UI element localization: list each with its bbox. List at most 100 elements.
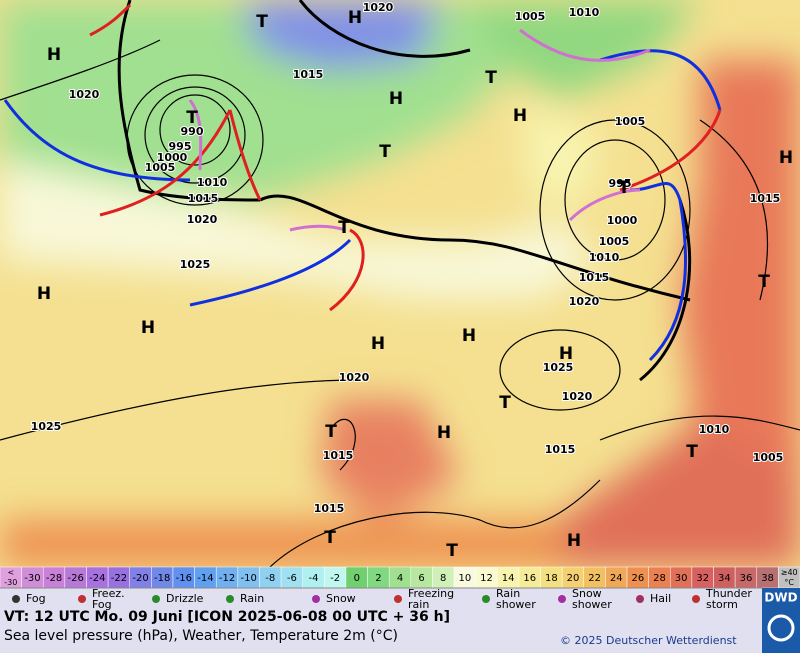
isobar-label: 1005 [615,115,646,128]
scale-label: -24 [89,573,105,584]
scale-label: 26 [631,573,644,584]
scale-label: -10 [240,573,256,584]
isobar-label: 995 [169,140,192,153]
weather-icon [152,595,160,603]
scale-label: -6 [287,573,297,584]
pressure-center: T [338,218,350,238]
weather-icon [312,595,320,603]
scale-label: -26 [68,573,84,584]
scale-label: 12 [480,573,493,584]
scale-label: -12 [219,573,235,584]
scale-label: 32 [696,573,709,584]
pressure-center: T [686,442,698,462]
pressure-center: H [141,318,155,338]
scale-label: 22 [588,573,601,584]
scale-label: 18 [545,573,558,584]
scale-label: < -30 [4,568,17,587]
weather-legend-label: Thunder [705,587,752,600]
isobar-label: 1020 [187,213,218,226]
weather-icon [636,595,644,603]
pressure-center: T [256,12,268,32]
pressure-center: T [186,108,198,128]
isobar-label: 1020 [562,390,593,403]
scale-label: 8 [440,573,446,584]
isobar-label: 1020 [569,295,600,308]
isobar-label: 1005 [753,451,784,464]
weather-icon [226,595,234,603]
isobar-label: 1025 [180,258,211,271]
scale-label: 24 [610,573,623,584]
pressure-center: T [485,68,497,88]
isobar-label: 1020 [339,371,370,384]
isobar-label: 990 [181,125,204,138]
weather-legend-label: Rain [496,587,520,600]
scale-label: -16 [176,573,192,584]
isobar-label: 1020 [69,88,100,101]
pressure-center: H [37,284,51,304]
scale-label: -2 [330,573,340,584]
scale-label: 2 [375,573,381,584]
weather-legend-label: Freezing [408,587,454,600]
pressure-center: H [462,326,476,346]
scale-label: 20 [567,573,580,584]
copyright: © 2025 Deutscher Wetterdienst [560,634,737,647]
weather-legend-label: Snow [326,592,356,605]
isobar-label: 1015 [314,502,345,515]
isobar-label: 1015 [293,68,324,81]
weather-legend-label: shower [496,598,536,611]
isobar-label: 1025 [31,420,62,433]
weather-icon [558,595,566,603]
temperature-scale: < -30 -30 -28 -26 -24 -22 -20 -18 -16 -14 -12 -10 -8-… [0,566,800,589]
isobar-label: 1010 [197,176,228,189]
scale-label: 14 [502,573,515,584]
weather-legend-label: storm [706,598,738,611]
pressure-center: T [499,393,511,413]
dwd-logo [762,588,800,653]
pressure-center: T [758,272,770,292]
scale-label: -30 [24,573,40,584]
isobar-label: 995 [609,177,632,190]
pressure-center: H [47,45,61,65]
weather-legend: Fog Freez.Fog Drizzle Rain Snow FreezingrainR… [0,587,762,611]
pressure-center: H [779,148,793,168]
isobar-label: 1005 [145,161,176,174]
weather-icon [394,595,402,603]
scale-label: ≥40 °C [781,568,798,587]
valid-time: VT: 12 UTC Mo. 09 Juni [ICON 2025-06-08 … [4,609,450,625]
scale-label: 30 [675,573,688,584]
pressure-center: H [559,344,573,364]
weather-legend-label: Hail [650,592,671,605]
scale-label: -22 [111,573,127,584]
pressure-center: H [389,89,403,109]
weather-legend-label: Fog [92,598,112,611]
dwd-logo-text: DWD [764,591,797,605]
pressure-center: T [379,142,391,162]
scale-label: 28 [653,573,666,584]
scale-label: -18 [154,573,170,584]
description: Sea level pressure (hPa), Weather, Tempe… [4,628,398,644]
isobar-label: 1000 [157,151,188,164]
weather-legend-label: Fog [26,592,46,605]
isobar-label: 1020 [363,1,394,14]
isobar-label: 1015 [323,449,354,462]
weather-icon [482,595,490,603]
isobar-label: 1010 [589,251,620,264]
weather-icon [78,595,86,603]
scale-label: 16 [523,573,536,584]
pressure-center: T [446,541,458,561]
weather-icon [692,595,700,603]
isobar-label: 1010 [569,6,600,19]
pressure-center: H [348,8,362,28]
weather-legend-label: Snow [572,587,602,600]
weather-legend-label: Rain [240,592,264,605]
scale-label: -20 [132,573,148,584]
isobar-label: 1015 [579,271,610,284]
isobar-label: 1005 [515,10,546,23]
isobar-label: 1015 [545,443,576,456]
weather-legend-label: Freez. [92,587,125,600]
isobar-label: 1000 [607,214,638,227]
scale-label: 6 [418,573,424,584]
scale-label: -4 [309,573,319,584]
